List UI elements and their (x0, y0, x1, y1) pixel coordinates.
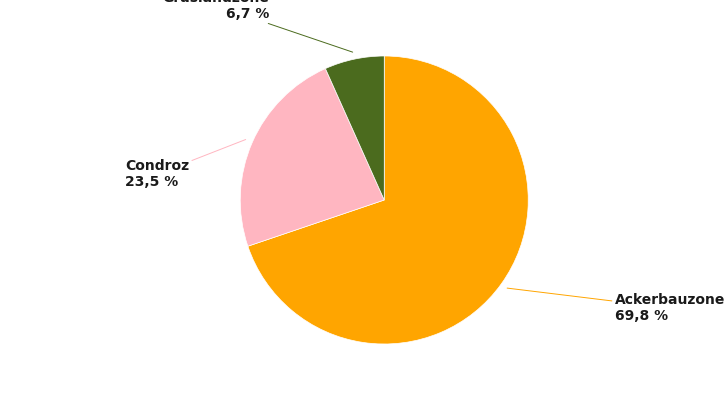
Wedge shape (248, 56, 529, 344)
Text: Ackerbauzone
69,8 %: Ackerbauzone 69,8 % (507, 288, 725, 323)
Wedge shape (240, 68, 384, 246)
Text: Condroz
23,5 %: Condroz 23,5 % (125, 140, 246, 189)
Wedge shape (326, 56, 384, 200)
Text: Graslandzone
6,7 %: Graslandzone 6,7 % (162, 0, 352, 52)
